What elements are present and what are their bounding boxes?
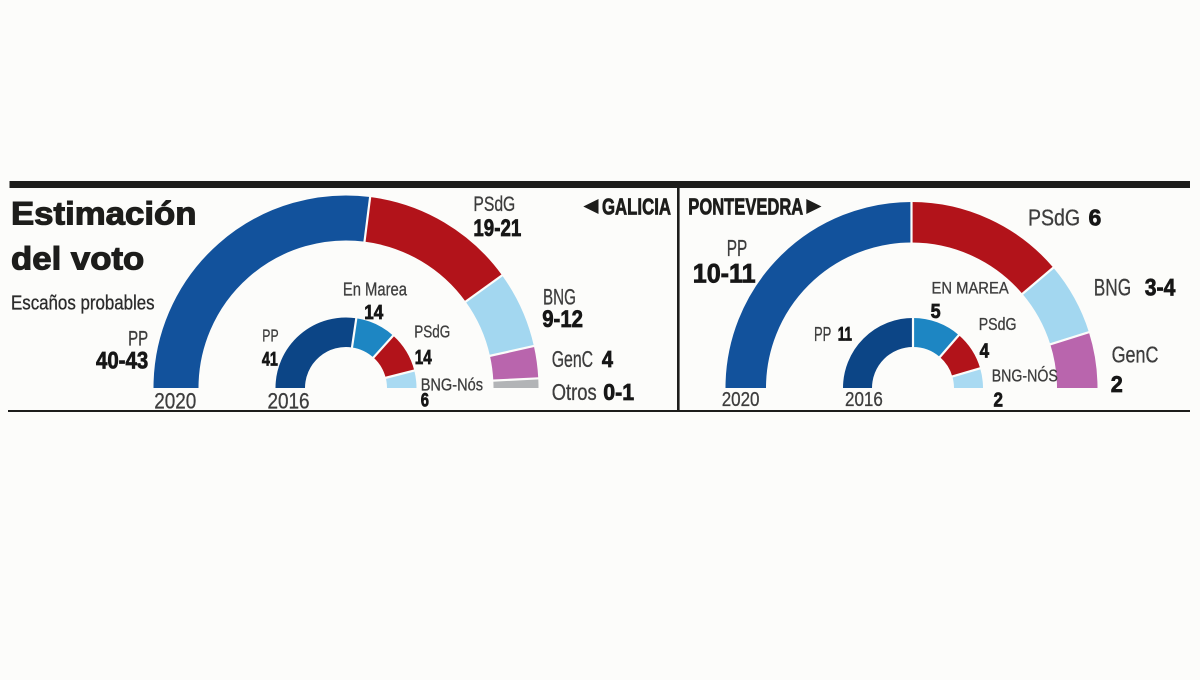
svg-text:Escaños probables: Escaños probables xyxy=(11,291,155,314)
svg-text:BNG: BNG xyxy=(1094,275,1131,301)
svg-text:PP: PP xyxy=(128,326,148,350)
svg-text:6: 6 xyxy=(421,390,429,411)
svg-text:PP: PP xyxy=(727,236,748,262)
svg-text:41: 41 xyxy=(262,347,278,370)
svg-text:BNG-NÓS: BNG-NÓS xyxy=(992,365,1058,386)
svg-text:EN MAREA: EN MAREA xyxy=(932,280,1010,298)
svg-text:19-21: 19-21 xyxy=(473,215,521,242)
svg-text:3-4: 3-4 xyxy=(1145,274,1176,301)
svg-text:9-12: 9-12 xyxy=(542,306,583,333)
svg-text:2: 2 xyxy=(994,388,1003,411)
svg-text:PP: PP xyxy=(814,323,831,346)
svg-text:GALICIA: GALICIA xyxy=(602,195,671,220)
svg-text:2: 2 xyxy=(1111,372,1123,398)
svg-text:6: 6 xyxy=(1089,204,1102,230)
svg-text:BNG: BNG xyxy=(543,286,576,310)
svg-text:4: 4 xyxy=(980,339,990,362)
svg-text:En Marea: En Marea xyxy=(343,279,408,300)
svg-text:PSdG: PSdG xyxy=(979,316,1017,335)
svg-text:11: 11 xyxy=(838,323,852,345)
svg-text:2016: 2016 xyxy=(845,388,883,411)
svg-text:GenC: GenC xyxy=(552,347,593,373)
svg-text:BNG-Nós: BNG-Nós xyxy=(421,375,483,395)
svg-text:PSdG: PSdG xyxy=(1028,205,1080,231)
svg-text:2016: 2016 xyxy=(268,389,310,414)
svg-text:5: 5 xyxy=(931,301,941,323)
svg-text:40-43: 40-43 xyxy=(96,347,148,374)
svg-text:PP: PP xyxy=(262,326,278,346)
svg-text:GenC: GenC xyxy=(1112,342,1159,368)
svg-text:Otros: Otros xyxy=(552,380,597,405)
svg-text:PSdG: PSdG xyxy=(414,323,450,342)
svg-text:10-11: 10-11 xyxy=(693,260,756,289)
svg-text:2020: 2020 xyxy=(154,389,196,414)
svg-text:PONTEVEDRA: PONTEVEDRA xyxy=(688,195,803,220)
svg-text:del voto: del voto xyxy=(11,242,144,278)
svg-text:4: 4 xyxy=(602,346,613,373)
svg-text:Estimación: Estimación xyxy=(11,197,196,233)
svg-text:0-1: 0-1 xyxy=(603,379,634,405)
svg-text:14: 14 xyxy=(364,301,384,324)
svg-text:2020: 2020 xyxy=(722,388,760,411)
svg-text:PSdG: PSdG xyxy=(473,192,515,216)
svg-text:14: 14 xyxy=(415,346,432,369)
